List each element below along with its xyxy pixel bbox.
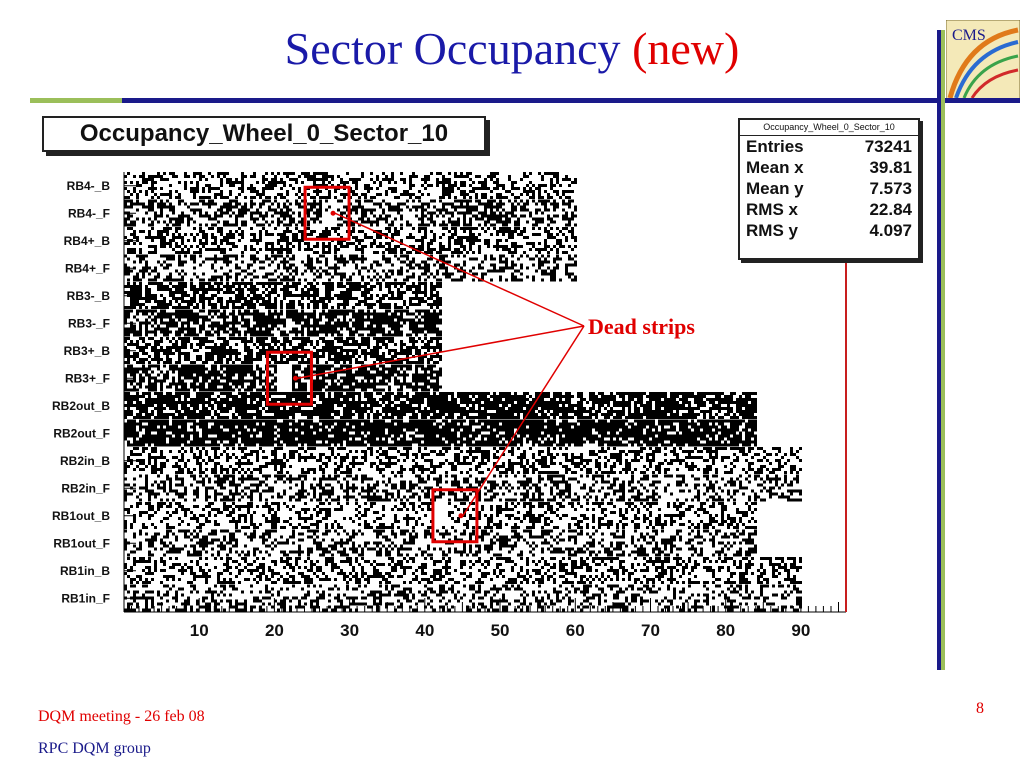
slide-title: Sector Occupancy (new) <box>0 22 1024 75</box>
footer-meeting: DQM meeting - 26 feb 08 <box>38 708 205 725</box>
x-tick-label: 90 <box>791 621 810 640</box>
y-tick-label: RB4-_F <box>68 206 110 220</box>
y-tick-label: RB1out_F <box>53 536 110 550</box>
x-minor-ticks <box>131 598 839 612</box>
occupancy-row-4 <box>124 282 442 309</box>
y-tick-label: RB2in_B <box>60 454 110 468</box>
page-number: 8 <box>976 700 984 717</box>
occupancy-row-15 <box>124 584 802 612</box>
y-tick-label: RB3+_F <box>65 371 110 385</box>
occupancy-row-6 <box>124 337 442 364</box>
stats-box: Occupancy_Wheel_0_Sector_10 Entries 73241… <box>738 118 920 260</box>
occupancy-row-8 <box>124 392 757 419</box>
stats-title: Occupancy_Wheel_0_Sector_10 <box>740 120 918 136</box>
title-main: Sector Occupancy <box>284 23 621 74</box>
occupancy-row-10 <box>124 447 802 474</box>
y-tick-label: RB2in_F <box>61 481 110 495</box>
occupancy-row-11 <box>124 474 802 502</box>
occupancy-row-3 <box>124 254 577 282</box>
occupancy-points <box>124 172 802 612</box>
footer-group: RPC DQM group <box>38 740 151 757</box>
occupancy-row-0 <box>124 172 577 199</box>
logo-text: CMS <box>952 27 986 44</box>
stats-row-mean-y: Mean y 7.573 <box>746 179 912 198</box>
y-tick-label: RB4+_F <box>65 261 110 275</box>
occupancy-row-5 <box>124 309 442 337</box>
stats-row-rms-y: RMS y 4.097 <box>746 221 912 240</box>
dead-strip-pointer <box>334 212 585 327</box>
dead-strip-pointer-head <box>292 375 298 381</box>
occupancy-row-7 <box>124 364 442 392</box>
occupancy-row-14 <box>124 557 802 584</box>
dead-strip-box <box>303 185 351 241</box>
y-tick-label: RB3-_F <box>68 316 110 330</box>
occupancy-row-9 <box>124 419 757 447</box>
occupancy-row-13 <box>124 529 757 557</box>
x-tick-label: 30 <box>340 621 359 640</box>
title-accent: (new) <box>632 23 740 74</box>
dead-strip-pointer <box>297 325 585 379</box>
x-tick-label: 50 <box>491 621 510 640</box>
occupancy-row-2 <box>124 227 577 254</box>
y-tick-label: RB1in_F <box>61 591 110 605</box>
x-tick-label: 80 <box>716 621 735 640</box>
stats-row-rms-x: RMS x 22.84 <box>746 200 912 219</box>
y-tick-label: RB1in_B <box>60 564 110 578</box>
y-tick-label: RB2out_B <box>52 399 110 413</box>
dead-strips-label: Dead strips <box>588 314 695 339</box>
y-tick-label: RB3+_B <box>64 344 111 358</box>
x-tick-label: 10 <box>190 621 209 640</box>
x-tick-label: 70 <box>641 621 660 640</box>
y-tick-label: RB4+_B <box>64 234 111 248</box>
stats-row-entries: Entries 73241 <box>746 137 912 156</box>
x-tick-label: 20 <box>265 621 284 640</box>
cms-logo-icon: CMS <box>946 20 1020 100</box>
vertical-rule <box>937 30 945 670</box>
horizontal-rule <box>30 98 1020 103</box>
y-tick-label: RB4-_B <box>67 179 111 193</box>
dead-strip-pointer <box>462 325 585 517</box>
y-tick-label: RB2out_F <box>53 426 110 440</box>
x-tick-label: 60 <box>566 621 585 640</box>
x-tick-label: 40 <box>415 621 434 640</box>
histogram-title: Occupancy_Wheel_0_Sector_10 <box>42 116 486 152</box>
y-tick-label: RB3-_B <box>67 289 111 303</box>
occupancy-row-12 <box>124 502 757 529</box>
dead-strip-pointer-head <box>458 513 464 519</box>
stats-row-mean-x: Mean x 39.81 <box>746 158 912 177</box>
dead-strip-pointer-head <box>330 210 336 216</box>
dead-strip-box <box>265 350 313 406</box>
dead-strip-box <box>431 488 479 544</box>
y-tick-label: RB1out_B <box>52 509 110 523</box>
